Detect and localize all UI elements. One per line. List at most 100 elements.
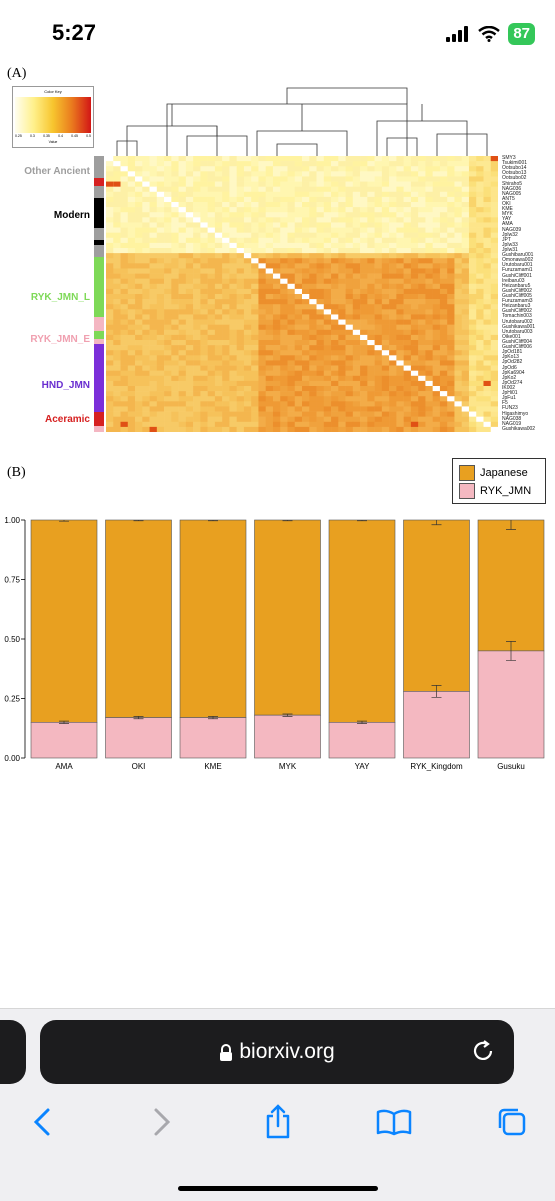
address-bar[interactable]: biorxiv.org	[40, 1020, 514, 1084]
bar-ryk-jmn	[477, 650, 545, 759]
sample-label: Heizanbaru5	[502, 282, 531, 289]
status-time: 5:27	[52, 20, 97, 45]
status-icons: 87	[446, 22, 535, 46]
y-tick-label: 0.00	[4, 754, 20, 763]
x-tick-label: OKI	[132, 762, 146, 771]
legend-label-ryk-jmn: RYK_JMN	[480, 485, 532, 497]
color-key-tick: 0.25	[15, 134, 22, 138]
sample-label: GushiCliff006	[502, 344, 532, 351]
figure-content: (A) Color Key 0.25 0.3 0.35 0.4 0.45 0.5…	[0, 60, 555, 1010]
error-bar	[357, 720, 367, 724]
group-label-hnd-jmn: HND_JMN	[41, 380, 90, 391]
share-icon	[266, 1104, 290, 1139]
sample-label: JpKo13	[502, 354, 519, 361]
sample-label: JpIw31	[502, 247, 518, 253]
sample-label: JpFu1	[502, 395, 516, 402]
url-text: biorxiv.org	[239, 1040, 335, 1063]
legend-swatch-ryk-jmn	[459, 483, 475, 499]
error-bar	[431, 520, 442, 526]
share-button[interactable]	[256, 1100, 300, 1144]
color-key-tick: 0.4	[58, 134, 63, 138]
sample-label: Ootsubo13	[502, 170, 527, 177]
bar-japanese	[403, 519, 470, 692]
color-key-ticks: 0.25 0.3 0.35 0.4 0.45 0.5	[15, 134, 91, 138]
sample-label: Urutobaru001	[502, 262, 533, 269]
color-key-tick: 0.3	[30, 134, 35, 138]
bar-japanese	[328, 519, 396, 723]
legend-item-ryk-jmn: RYK_JMN	[459, 483, 531, 499]
color-key-tick: 0.35	[43, 134, 50, 138]
tabs-button[interactable]	[490, 1100, 534, 1144]
battery-indicator: 87	[508, 23, 535, 45]
sample-label: GushiCliff002	[502, 287, 532, 294]
sample-label: Gushikawa002	[502, 425, 536, 432]
sample-label: Higashimyo	[502, 410, 529, 417]
sample-label: GushiCliff005	[502, 293, 532, 299]
sample-label: JpOd282	[502, 359, 523, 366]
sample-label: AMA	[502, 221, 513, 228]
color-key: Color Key 0.25 0.3 0.35 0.4 0.45 0.5 Val…	[12, 86, 94, 148]
sample-label: JpIw32	[502, 231, 518, 238]
y-tick-label: 0.75	[4, 576, 20, 585]
sample-label: Furuzamami3	[502, 298, 533, 305]
x-tick-label: YAY	[355, 762, 370, 771]
sample-label: JpKo2	[502, 374, 517, 381]
bar-japanese	[254, 519, 321, 716]
sample-label: NAG005	[502, 190, 522, 197]
color-key-axis-label: Value	[48, 140, 58, 144]
sample-label: Furuzamami1	[502, 267, 533, 274]
group-label-ryk-jmn-l: RYK_JMN_L	[30, 292, 90, 303]
previous-tab-edge[interactable]	[0, 1020, 26, 1084]
bar-ryk-jmn	[105, 717, 172, 759]
chevron-left-icon	[33, 1108, 50, 1136]
forward-button[interactable]	[140, 1100, 184, 1144]
sample-label: Ootsubo14	[502, 165, 527, 172]
sample-label: IK002	[502, 385, 516, 391]
sample-label: NAG038	[502, 415, 522, 422]
lock-icon	[220, 1043, 233, 1061]
stacked-bar-chart: 0.00 0.25 0.50 0.75 1.00 AMA OKI KME MYK YAY RYK_K…	[4, 516, 545, 771]
sample-label: F5	[502, 400, 508, 407]
panel-b-label: (B)	[7, 465, 26, 480]
sample-label: JPT	[502, 236, 511, 243]
sample-label-list: SMY3 Tsukimi001 Ootsubo14 Ootsubo13 Ootsubo0…	[502, 155, 554, 432]
legend-swatch-japanese	[459, 465, 475, 481]
sample-label: JpKa6904	[502, 369, 525, 376]
group-label-ryk-jmn-e: RYK_JMN_E	[30, 334, 90, 345]
bar-japanese	[477, 519, 545, 652]
error-bar	[506, 641, 516, 661]
bar-ryk-jmn	[179, 717, 247, 759]
sample-label: Shiraho5	[502, 180, 523, 187]
tabs-icon	[498, 1108, 526, 1136]
error-bar	[282, 713, 293, 717]
back-button[interactable]	[20, 1100, 64, 1144]
chart-legend: Japanese RYK_JMN	[452, 458, 546, 504]
sample-label: Urutobaru002	[502, 318, 533, 325]
sample-label: Oike001	[502, 333, 521, 340]
sample-label: SMY3	[502, 155, 516, 161]
color-key-tick: 0.45	[71, 134, 78, 138]
error-bar	[506, 520, 516, 530]
bar-ryk-jmn	[328, 722, 396, 759]
address-bar-content: biorxiv.org	[40, 1020, 514, 1084]
sample-label: ANT5	[502, 195, 515, 202]
sample-label: JpHi01	[502, 390, 518, 397]
group-label-modern: Modern	[53, 210, 90, 221]
status-bar: 5:27 87	[0, 0, 555, 60]
error-bar	[431, 685, 442, 698]
x-tick-label: KME	[204, 762, 221, 771]
sample-label: NAG039	[502, 226, 522, 233]
x-tick-label: AMA	[55, 762, 73, 771]
bar-ryk-jmn	[254, 714, 321, 759]
wifi-icon	[478, 26, 501, 42]
error-bar	[133, 520, 144, 522]
error-bar	[208, 716, 218, 720]
sample-label: Ootsubo02	[502, 175, 527, 182]
x-tick-label: RYK_Kingdom	[410, 762, 463, 771]
book-icon	[376, 1109, 412, 1136]
bookmarks-button[interactable]	[372, 1100, 416, 1144]
reload-icon[interactable]	[470, 1038, 496, 1064]
color-key-gradient	[15, 97, 91, 133]
bar-japanese	[105, 519, 172, 718]
color-key-title: Color Key	[44, 89, 62, 94]
